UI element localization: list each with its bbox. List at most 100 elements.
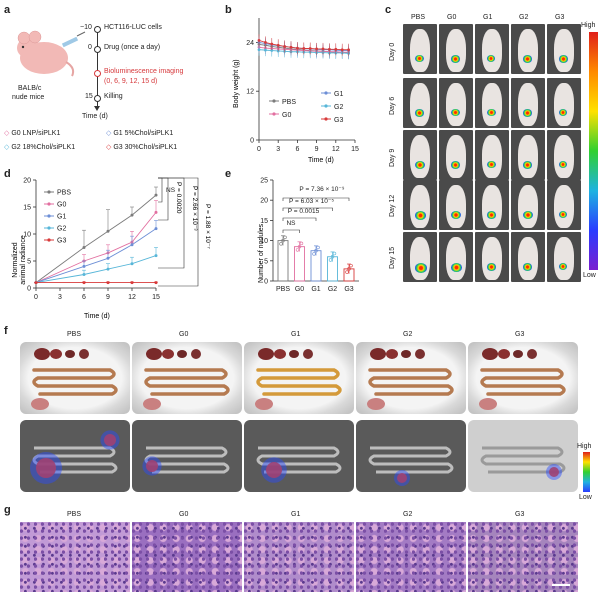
ivis-image	[439, 232, 473, 282]
data-point	[315, 47, 318, 51]
legend-label-G3: G3	[334, 117, 343, 124]
legend-label-G3: G3	[57, 238, 66, 245]
legend-label-PBS: PBS	[57, 190, 71, 197]
column-label-PBS: PBS	[67, 331, 82, 338]
histology-image	[20, 522, 130, 592]
data-point	[130, 243, 134, 247]
timeline-event-imaging-days: (0, 6, 9, 12, 15 d)	[104, 78, 158, 85]
mouse-silhouette	[518, 135, 538, 178]
data-point	[82, 246, 86, 249]
data-point	[106, 281, 110, 285]
intensity-scale-bar	[589, 32, 598, 270]
x-tick-label-G0: G0	[295, 286, 304, 293]
legend-g2: ◇ G2 18%Chol/siPLK1	[4, 144, 76, 151]
intestine-photo	[244, 342, 354, 414]
x-tick-label: 9	[315, 146, 319, 153]
x-tick-label: 3	[276, 146, 280, 153]
mouse-silhouette	[518, 83, 538, 126]
significance-bracket	[282, 197, 350, 201]
timeline-marker	[94, 95, 101, 102]
y-tick-label: 10	[23, 232, 31, 239]
ivis-image	[511, 180, 545, 230]
row-label: Day 6	[389, 96, 396, 115]
y-tick-label: 12	[246, 89, 254, 96]
intestine-drawing	[255, 348, 342, 410]
bioluminescence-signal	[486, 211, 497, 219]
mouse-label-line2: nude mice	[12, 94, 45, 101]
mouse-silhouette	[410, 185, 430, 228]
data-point	[295, 248, 300, 252]
x-tick-label: 9	[106, 294, 110, 301]
legend-marker-PBS	[272, 99, 276, 103]
data-point	[349, 263, 353, 268]
bioluminescence-signal	[522, 109, 533, 117]
data-point	[154, 281, 158, 285]
panel-label-g: g	[4, 504, 11, 516]
x-tick-label: 15	[152, 294, 160, 301]
mouse-silhouette	[554, 29, 574, 72]
ivis-image	[547, 130, 581, 180]
chart-body-weight: Body weight (g) Time (d) 0 12 24 0 3 6 9 12 15 PB…	[233, 18, 359, 164]
y-axis-label: Number of nodules	[258, 223, 265, 283]
mouse-silhouette	[482, 29, 502, 72]
bar-G0	[294, 246, 305, 282]
intestine-photo	[356, 342, 466, 414]
x-tick-label: 6	[82, 294, 86, 301]
significance-bracket	[158, 177, 163, 203]
ivis-image	[475, 232, 509, 282]
data-point	[130, 262, 134, 266]
mouse-silhouette	[482, 185, 502, 228]
mouse-silhouette	[410, 237, 430, 280]
ivis-image	[475, 180, 509, 230]
y-tick-label: 0	[264, 279, 268, 286]
data-point	[347, 267, 351, 271]
panel-label-e: e	[225, 168, 232, 180]
mouse-silhouette	[518, 237, 538, 280]
mouse-silhouette	[554, 83, 574, 126]
ivis-image	[475, 78, 509, 128]
x-tick-label: 0	[257, 146, 261, 153]
intensity-scale-bar	[583, 452, 590, 492]
data-point	[328, 258, 333, 262]
mouse-silhouette	[482, 237, 502, 280]
data-point	[347, 48, 350, 52]
ivis-image	[439, 24, 473, 74]
significance-ns: NS	[166, 187, 176, 194]
column-label-PBS: PBS	[411, 14, 426, 21]
bioluminescence-signal	[558, 263, 568, 270]
y-axis-label: animal radiance	[20, 235, 27, 285]
data-point	[264, 48, 267, 52]
ivis-image	[403, 24, 437, 74]
intestine-ivis-drawing	[480, 446, 566, 480]
legend-label-G2: G2	[334, 104, 343, 111]
legend-label-G0: G0	[282, 112, 291, 119]
legend-label-G1: G1	[57, 214, 66, 221]
timeline-marker	[94, 26, 101, 33]
intestine-drawing	[479, 348, 566, 410]
mouse-silhouette	[554, 237, 574, 280]
mouse-label-line1: BALB/c	[18, 85, 42, 92]
data-point	[264, 41, 267, 44]
data-point	[297, 244, 302, 249]
ivis-image	[511, 78, 545, 128]
mouse-silhouette	[410, 83, 430, 126]
mouse-silhouette	[410, 29, 430, 72]
timeline-arrow-icon	[94, 106, 100, 111]
column-label-G1: G1	[291, 511, 301, 518]
intestine-drawing	[143, 348, 230, 410]
significance-p1: P = 0.0015	[288, 208, 320, 215]
y-tick-label: 25	[260, 178, 268, 185]
legend-marker-G1	[324, 91, 328, 95]
significance-bracket	[282, 207, 333, 211]
data-point	[34, 281, 38, 285]
data-point	[316, 245, 320, 250]
bioluminescence-signal	[486, 55, 496, 62]
ivis-image	[547, 78, 581, 128]
x-tick-label-G1: G1	[311, 286, 320, 293]
bioluminescence-signal	[522, 55, 533, 63]
significance-bracket	[158, 177, 199, 287]
data-point	[270, 49, 274, 52]
intestine-ivis-drawing	[30, 430, 120, 484]
mouse-silhouette	[554, 135, 574, 178]
mouse-illustration	[17, 30, 86, 77]
